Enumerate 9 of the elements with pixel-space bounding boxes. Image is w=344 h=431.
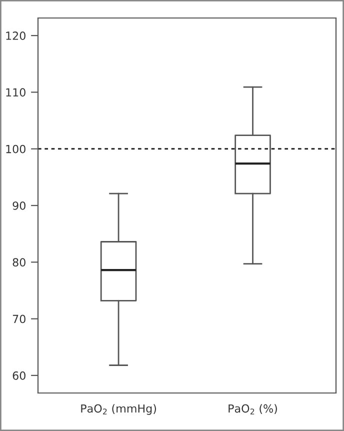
y-tick-label: 80	[12, 258, 26, 267]
y-tick-label: 70	[12, 314, 26, 324]
y-tick-label: 90	[12, 201, 26, 210]
y-tick-label: 100	[6, 144, 26, 154]
x-tick-label: PaO$_{2}$ (mmHg)	[81, 404, 156, 415]
x-tick-label: PaO$_{2}$ (%)	[228, 404, 277, 414]
y-tick-label: 60	[12, 371, 26, 380]
y-tick-label: 110	[6, 88, 26, 97]
y-tick-label: 120	[6, 32, 26, 40]
